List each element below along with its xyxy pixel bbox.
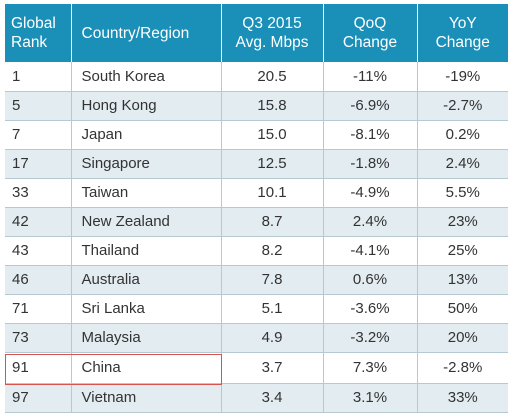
cell-country: Vietnam: [71, 383, 222, 413]
header-avg-speed-line2: Avg. Mbps: [235, 34, 309, 51]
table-row: 1 South Korea 20.5 -11% -19%: [5, 62, 508, 92]
cell-country: Singapore: [71, 149, 222, 179]
cell-rank: 91: [5, 352, 72, 384]
cell-rank: 73: [5, 323, 72, 353]
cell-rank: 5: [5, 91, 72, 121]
header-qoq-change-line2: Change: [342, 34, 398, 51]
cell-country: Australia: [71, 265, 222, 295]
cell-yoy: 20%: [417, 323, 508, 353]
table-body: 1 South Korea 20.5 -11% -19% 5 Hong Kong…: [5, 62, 508, 413]
cell-qoq: -3.2%: [323, 323, 418, 353]
cell-country: New Zealand: [71, 207, 222, 237]
cell-rank: 1: [5, 62, 72, 92]
cell-rank: 17: [5, 149, 72, 179]
cell-qoq: 7.3%: [323, 352, 418, 384]
header-avg-speed-line1: Q3 2015: [242, 15, 302, 32]
cell-yoy: 5.5%: [417, 178, 508, 208]
header-yoy-change-line1: YoY: [448, 15, 477, 32]
cell-speed: 4.9: [221, 323, 324, 353]
cell-country: Japan: [71, 120, 222, 150]
table-row: 5 Hong Kong 15.8 -6.9% -2.7%: [5, 91, 508, 121]
table-row: 97 Vietnam 3.4 3.1% 33%: [5, 383, 508, 413]
cell-yoy: 25%: [417, 236, 508, 266]
speed-table: Global Rank Country/Region Q3 2015 Avg. …: [5, 4, 508, 413]
cell-yoy: 13%: [417, 265, 508, 295]
cell-yoy: -2.7%: [417, 91, 508, 121]
cell-rank: 71: [5, 294, 72, 324]
cell-country: Thailand: [71, 236, 222, 266]
cell-qoq: -4.1%: [323, 236, 418, 266]
cell-qoq: -6.9%: [323, 91, 418, 121]
cell-speed: 15.0: [221, 120, 324, 150]
cell-rank: 33: [5, 178, 72, 208]
cell-speed: 3.4: [221, 383, 324, 413]
cell-country: South Korea: [71, 62, 222, 92]
cell-rank: 7: [5, 120, 72, 150]
table-row: 42 New Zealand 8.7 2.4% 23%: [5, 207, 508, 237]
header-global-rank-line2: Rank: [11, 34, 48, 51]
table-header: Global Rank Country/Region Q3 2015 Avg. …: [5, 4, 508, 62]
cell-qoq: 3.1%: [323, 383, 418, 413]
cell-speed: 3.7: [221, 352, 324, 384]
header-qoq-change-line1: QoQ: [353, 15, 387, 32]
cell-qoq: -8.1%: [323, 120, 418, 150]
table-row: 46 Australia 7.8 0.6% 13%: [5, 265, 508, 295]
cell-speed: 10.1: [221, 178, 324, 208]
header-yoy-change: YoY Change: [417, 4, 508, 62]
header-global-rank-line1: Global: [11, 15, 56, 32]
table-row: 7 Japan 15.0 -8.1% 0.2%: [5, 120, 508, 150]
cell-rank: 97: [5, 383, 72, 413]
table-row: 71 Sri Lanka 5.1 -3.6% 50%: [5, 294, 508, 324]
header-country-region-label: Country/Region: [81, 24, 190, 42]
cell-country: Hong Kong: [71, 91, 222, 121]
header-qoq-change: QoQ Change: [323, 4, 418, 62]
cell-speed: 7.8: [221, 265, 324, 295]
cell-speed: 8.7: [221, 207, 324, 237]
cell-qoq: 0.6%: [323, 265, 418, 295]
table-row: 33 Taiwan 10.1 -4.9% 5.5%: [5, 178, 508, 208]
header-country-region: Country/Region: [71, 4, 222, 62]
header-global-rank: Global Rank: [5, 4, 72, 62]
header-row: Global Rank Country/Region Q3 2015 Avg. …: [5, 4, 508, 62]
cell-qoq: -3.6%: [323, 294, 418, 324]
cell-speed: 12.5: [221, 149, 324, 179]
table-row-china: 91 China 3.7 7.3% -2.8%: [5, 352, 508, 384]
cell-yoy: 23%: [417, 207, 508, 237]
cell-country: China: [71, 352, 222, 384]
cell-yoy: 50%: [417, 294, 508, 324]
table-row: 73 Malaysia 4.9 -3.2% 20%: [5, 323, 508, 353]
table-row: 43 Thailand 8.2 -4.1% 25%: [5, 236, 508, 266]
cell-rank: 43: [5, 236, 72, 266]
cell-yoy: 33%: [417, 383, 508, 413]
cell-qoq: -11%: [323, 62, 418, 92]
cell-speed: 8.2: [221, 236, 324, 266]
cell-qoq: -1.8%: [323, 149, 418, 179]
cell-yoy: 2.4%: [417, 149, 508, 179]
cell-rank: 42: [5, 207, 72, 237]
header-avg-speed: Q3 2015 Avg. Mbps: [221, 4, 324, 62]
header-yoy-change-line2: Change: [435, 34, 490, 51]
cell-yoy: -19%: [417, 62, 508, 92]
cell-yoy: 0.2%: [417, 120, 508, 150]
cell-rank: 46: [5, 265, 72, 295]
speed-table-container: Global Rank Country/Region Q3 2015 Avg. …: [5, 4, 508, 413]
cell-speed: 15.8: [221, 91, 324, 121]
cell-country: Sri Lanka: [71, 294, 222, 324]
cell-qoq: -4.9%: [323, 178, 418, 208]
cell-country: Taiwan: [71, 178, 222, 208]
cell-country: Malaysia: [71, 323, 222, 353]
cell-qoq: 2.4%: [323, 207, 418, 237]
cell-speed: 20.5: [221, 62, 324, 92]
table-row: 17 Singapore 12.5 -1.8% 2.4%: [5, 149, 508, 179]
cell-speed: 5.1: [221, 294, 324, 324]
cell-yoy: -2.8%: [417, 352, 508, 384]
